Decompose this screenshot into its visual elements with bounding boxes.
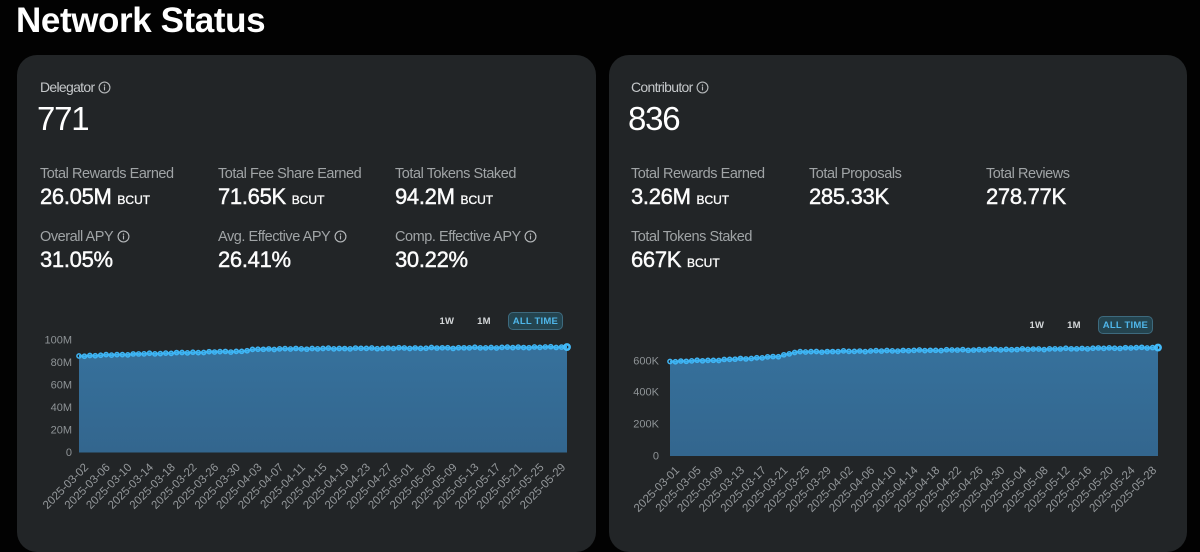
- svg-text:0: 0: [653, 451, 659, 463]
- svg-text:40M: 40M: [51, 402, 72, 414]
- svg-text:100M: 100M: [44, 335, 72, 347]
- svg-text:200K: 200K: [633, 419, 659, 431]
- svg-text:0: 0: [66, 447, 72, 459]
- svg-text:600K: 600K: [633, 356, 659, 368]
- svg-text:60M: 60M: [51, 380, 72, 392]
- svg-text:80M: 80M: [51, 357, 72, 369]
- svg-text:400K: 400K: [633, 387, 659, 399]
- svg-text:20M: 20M: [51, 425, 72, 437]
